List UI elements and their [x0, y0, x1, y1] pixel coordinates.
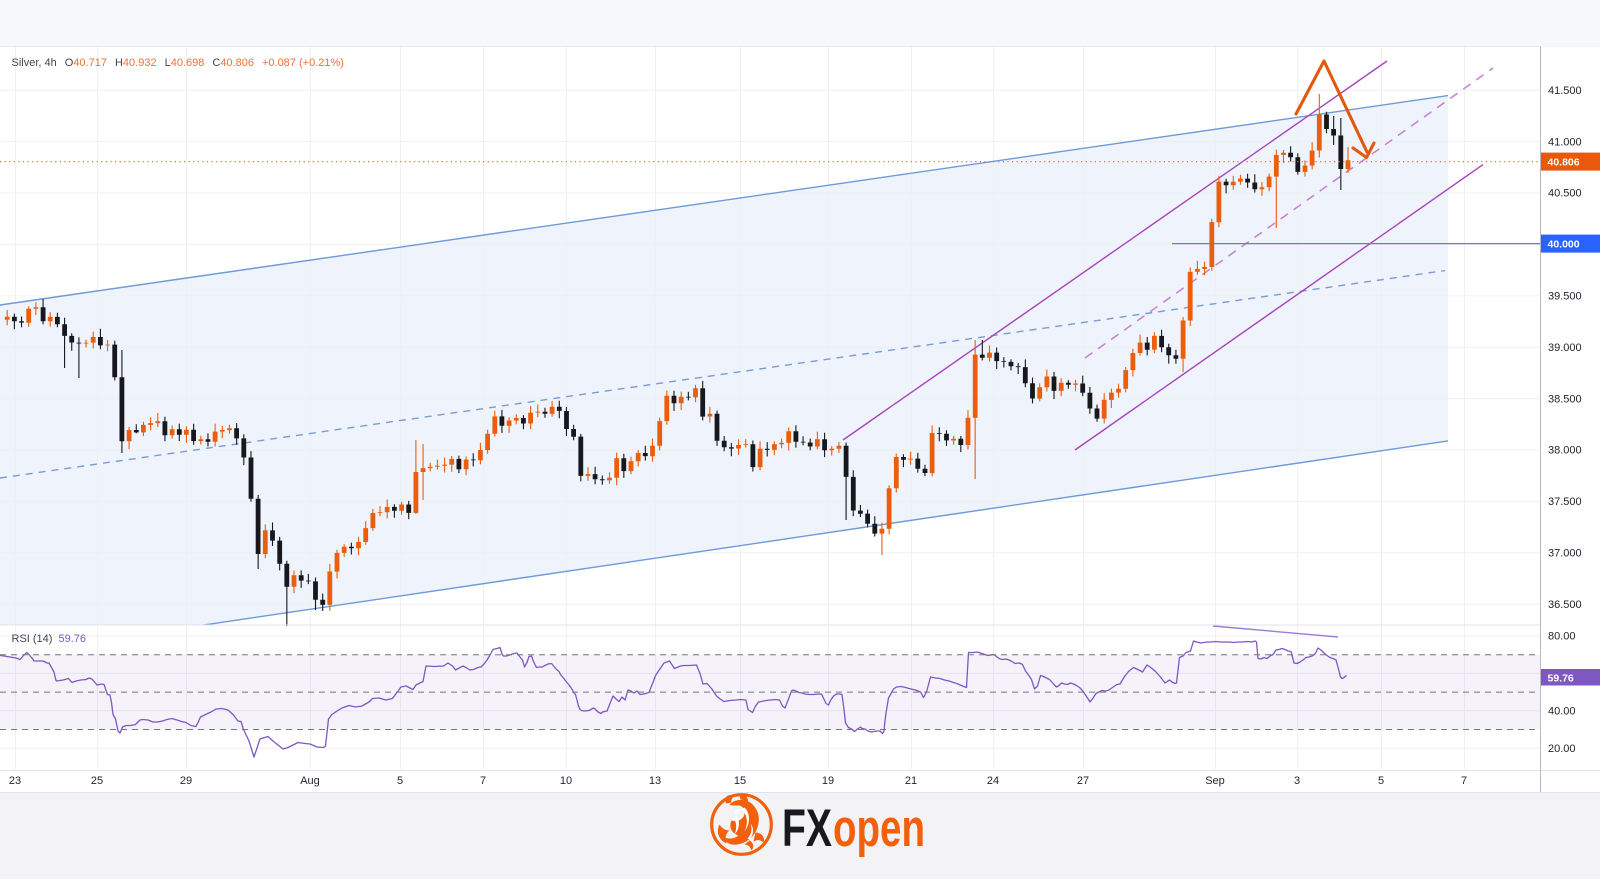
svg-text:7: 7: [1461, 775, 1467, 787]
svg-text:24: 24: [987, 775, 999, 787]
svg-text:39.000: 39.000: [1548, 342, 1582, 354]
svg-text:20.00: 20.00: [1548, 743, 1576, 755]
svg-text:40.500: 40.500: [1548, 188, 1582, 200]
svg-text:5: 5: [1378, 775, 1384, 787]
svg-text:38.500: 38.500: [1548, 393, 1582, 405]
svg-text:25: 25: [91, 775, 103, 787]
svg-text:40.000: 40.000: [1548, 239, 1580, 251]
svg-text:29: 29: [180, 775, 192, 787]
svg-text:23: 23: [9, 775, 21, 787]
svg-text:40.806: 40.806: [1548, 157, 1580, 169]
svg-text:13: 13: [649, 775, 661, 787]
svg-text:Sep: Sep: [1205, 775, 1225, 787]
svg-text:RSI (14) 59.76: RSI (14) 59.76: [12, 633, 87, 645]
svg-text:Aug: Aug: [300, 775, 320, 787]
svg-text:36.500: 36.500: [1548, 599, 1582, 611]
svg-text:5: 5: [397, 775, 403, 787]
svg-text:37.000: 37.000: [1548, 548, 1582, 560]
svg-text:15: 15: [734, 775, 746, 787]
svg-text:7: 7: [480, 775, 486, 787]
svg-text:FX: FX: [782, 799, 832, 858]
svg-text:40.00: 40.00: [1548, 706, 1576, 718]
svg-text:38.000: 38.000: [1548, 445, 1582, 457]
svg-text:open: open: [833, 799, 925, 858]
svg-text:39.500: 39.500: [1548, 291, 1582, 303]
svg-text:21: 21: [905, 775, 917, 787]
svg-text:10: 10: [560, 775, 572, 787]
svg-text:41.500: 41.500: [1548, 85, 1582, 97]
svg-text:59.76: 59.76: [1548, 673, 1574, 685]
svg-text:3: 3: [1294, 775, 1300, 787]
svg-text:80.00: 80.00: [1548, 631, 1576, 643]
svg-text:27: 27: [1077, 775, 1089, 787]
svg-text:37.500: 37.500: [1548, 496, 1582, 508]
svg-text:19: 19: [822, 775, 834, 787]
svg-text:41.000: 41.000: [1548, 136, 1582, 148]
